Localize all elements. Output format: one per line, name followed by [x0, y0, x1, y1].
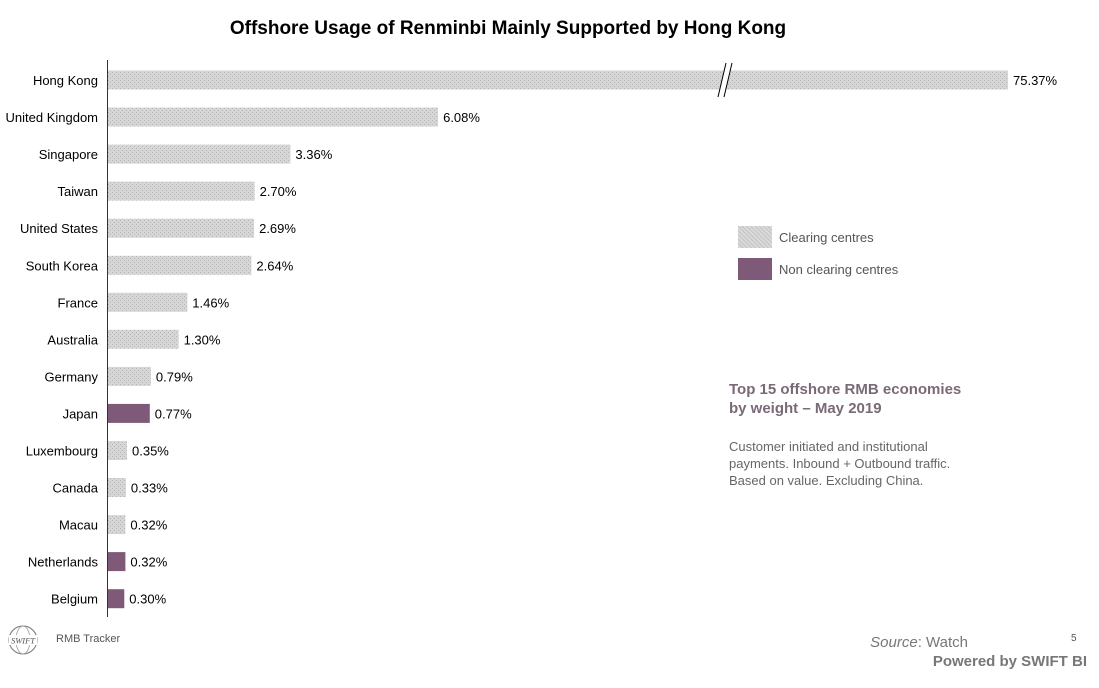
axis-break-mark	[717, 62, 733, 98]
bar-canada	[108, 478, 126, 497]
category-label-hong-kong: Hong Kong	[33, 73, 98, 88]
bar-united-kingdom	[108, 107, 439, 127]
category-label-germany: Germany	[45, 369, 99, 384]
source-label: Source	[870, 634, 918, 651]
value-label-luxembourg: 0.35%	[132, 444, 169, 459]
note-body-line-2: payments. Inbound + Outbound traffic.	[729, 456, 951, 471]
note-heading-line-2: by weight – May 2019	[729, 400, 882, 417]
category-label-australia: Australia	[47, 332, 98, 347]
bar-south-korea	[108, 255, 252, 275]
note-body: Customer initiated and institutional pay…	[729, 438, 1029, 489]
value-label-belgium: 0.30%	[129, 592, 166, 607]
category-label-south-korea: South Korea	[26, 258, 99, 273]
footer-tracker: RMB Tracker	[56, 633, 121, 645]
bar-japan	[108, 403, 150, 423]
value-label-macau: 0.32%	[130, 518, 167, 533]
category-label-macau: Macau	[59, 518, 98, 533]
value-label-united-states: 2.69%	[259, 221, 296, 236]
page-number: 5	[1071, 633, 1077, 644]
category-label-canada: Canada	[52, 481, 98, 496]
value-label-netherlands: 0.32%	[130, 555, 167, 570]
value-label-singapore: 3.36%	[295, 147, 332, 162]
category-label-netherlands: Netherlands	[28, 555, 99, 570]
value-label-taiwan: 2.70%	[260, 184, 297, 199]
category-label-singapore: Singapore	[39, 147, 98, 162]
value-label-hong-kong: 75.37%	[1013, 73, 1058, 88]
swift-logo: SWIFT	[8, 625, 38, 655]
note-body-line-1: Customer initiated and institutional	[729, 439, 928, 454]
category-label-luxembourg: Luxembourg	[26, 444, 98, 459]
legend-label-clearing: Clearing centres	[779, 229, 874, 245]
bar-netherlands	[108, 552, 126, 572]
legend-swatch-non-clearing	[738, 258, 772, 280]
value-label-canada: 0.33%	[131, 481, 168, 496]
bar-hong-kong	[108, 70, 1008, 90]
value-label-france: 1.46%	[192, 295, 229, 310]
bar-united-states	[108, 218, 255, 238]
bar-belgium	[108, 589, 125, 609]
category-label-france: France	[58, 295, 98, 310]
bar-france	[108, 292, 188, 312]
bar-singapore	[108, 144, 291, 164]
legend-label-non-clearing: Non clearing centres	[779, 261, 899, 277]
bar-taiwan	[108, 181, 255, 201]
bar-germany	[108, 366, 151, 386]
value-label-united-kingdom: 6.08%	[443, 110, 480, 125]
bar-luxembourg	[108, 441, 127, 460]
category-label-belgium: Belgium	[51, 592, 98, 607]
legend-swatch-clearing	[738, 226, 772, 248]
category-label-united-states: United States	[20, 221, 99, 236]
source-value: : Watch	[917, 634, 968, 651]
legend-item-non-clearing: Non clearing centres	[738, 257, 898, 281]
footer-source: Source: Watch	[870, 634, 968, 651]
legend-item-clearing: Clearing centres	[738, 225, 874, 249]
bar-macau	[108, 515, 126, 535]
powered-by: Powered by SWIFT BI	[932, 653, 1087, 670]
bar-chart: Hong Kong 75.37% United Kingdom 6.08% Singap…	[6, 60, 1058, 617]
swift-logo-text: SWIFT	[11, 636, 36, 646]
category-label-japan: Japan	[63, 406, 98, 421]
category-label-united-kingdom: United Kingdom	[6, 110, 99, 125]
chart-title: Offshore Usage of Renminbi Mainly Suppor…	[229, 18, 787, 39]
note-body-line-3: Based on value. Excluding China.	[729, 473, 924, 488]
bar-australia	[108, 329, 179, 349]
value-label-south-korea: 2.64%	[256, 258, 293, 273]
value-label-germany: 0.79%	[156, 369, 193, 384]
value-label-australia: 1.30%	[184, 332, 221, 347]
category-label-taiwan: Taiwan	[58, 184, 98, 199]
note-heading: Top 15 offshore RMB economies by weight …	[729, 380, 1049, 418]
value-label-japan: 0.77%	[155, 406, 192, 421]
note-heading-line-1: Top 15 offshore RMB economies	[729, 381, 962, 398]
